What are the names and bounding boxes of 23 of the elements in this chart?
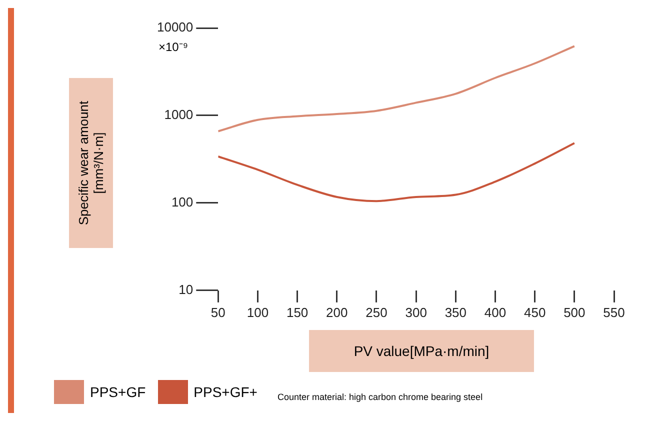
- line-series: [218, 142, 576, 202]
- x-tick-label: 350: [444, 304, 467, 320]
- x-tick-label: 50: [210, 304, 226, 320]
- x-tick-label: 450: [524, 304, 546, 320]
- x-tick-label: 400: [484, 304, 506, 320]
- x-tick-label: 100: [246, 304, 269, 320]
- legend-label: PPS+GF: [90, 384, 146, 400]
- x-tick-label: 200: [326, 304, 348, 320]
- x-axis-title: PV value[MPa·m/min]: [309, 330, 534, 372]
- x-tick-label: 150: [286, 304, 308, 320]
- y-tick-label: 1000: [164, 107, 194, 122]
- line-series: [218, 45, 576, 132]
- legend-label: PPS+GF+: [194, 384, 258, 400]
- x-tick-label: 550: [603, 304, 625, 320]
- y-tick-label: 100: [171, 194, 194, 210]
- text: ×10⁻⁹: [158, 39, 188, 55]
- x-tick-label: 250: [366, 304, 388, 320]
- y-tick-label: 10: [178, 282, 194, 297]
- y-axis-title: Specific wear amount [mm³/N·m]: [76, 100, 106, 226]
- y-tick-label: 10000: [156, 20, 194, 35]
- x-tick-label: 500: [564, 304, 586, 320]
- text: Counter material: high carbon chrome bearing steel: [277, 392, 483, 402]
- x-tick-label: 300: [405, 304, 427, 320]
